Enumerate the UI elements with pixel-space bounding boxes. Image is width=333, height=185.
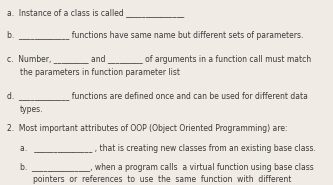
Text: c.  Number, _________ and _________ of arguments in a function call must match: c. Number, _________ and _________ of ar… [7, 55, 311, 64]
Text: pointers  or  references  to  use  the  same  function  with  different: pointers or references to use the same f… [33, 175, 291, 184]
Text: b.  _____________ functions have same name but different sets of parameters.: b. _____________ functions have same nam… [7, 31, 304, 41]
Text: a.   _______________ , that is creating new classes from an existing base class.: a. _______________ , that is creating ne… [20, 144, 316, 153]
Text: d.  _____________ functions are defined once and can be used for different data: d. _____________ functions are defined o… [7, 91, 308, 100]
Text: b.  _______________, when a program calls  a virtual function using base class: b. _______________, when a program calls… [20, 163, 314, 172]
Text: types.: types. [20, 105, 44, 114]
Text: a.  Instance of a class is called _______________: a. Instance of a class is called _______… [7, 8, 184, 17]
Text: 2.  Most important attributes of OOP (Object Oriented Programming) are:: 2. Most important attributes of OOP (Obj… [7, 124, 288, 133]
Text: the parameters in function parameter list: the parameters in function parameter lis… [20, 68, 180, 78]
